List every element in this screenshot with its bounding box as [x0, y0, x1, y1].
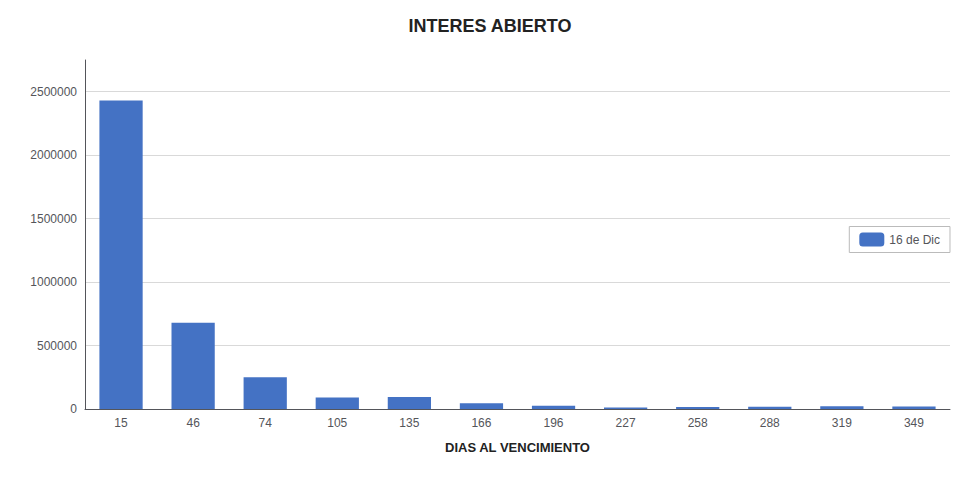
svg-text:46: 46: [186, 416, 200, 430]
svg-text:INTERES ABIERTO: INTERES ABIERTO: [408, 16, 571, 36]
svg-text:74: 74: [259, 416, 273, 430]
svg-text:258: 258: [688, 416, 708, 430]
svg-text:15: 15: [114, 416, 128, 430]
svg-text:16 de Dic: 16 de Dic: [889, 233, 940, 247]
svg-text:227: 227: [616, 416, 636, 430]
svg-text:1000000: 1000000: [30, 275, 77, 289]
svg-text:319: 319: [832, 416, 852, 430]
svg-text:1500000: 1500000: [30, 212, 77, 226]
svg-text:288: 288: [760, 416, 780, 430]
svg-text:105: 105: [327, 416, 347, 430]
svg-text:135: 135: [399, 416, 419, 430]
svg-text:DIAS AL VENCIMIENTO: DIAS AL VENCIMIENTO: [445, 440, 590, 455]
svg-text:2000000: 2000000: [30, 148, 77, 162]
svg-text:0: 0: [70, 402, 77, 416]
svg-text:500000: 500000: [37, 339, 77, 353]
svg-text:349: 349: [904, 416, 924, 430]
svg-text:196: 196: [544, 416, 564, 430]
svg-text:2500000: 2500000: [30, 85, 77, 99]
svg-text:166: 166: [471, 416, 491, 430]
